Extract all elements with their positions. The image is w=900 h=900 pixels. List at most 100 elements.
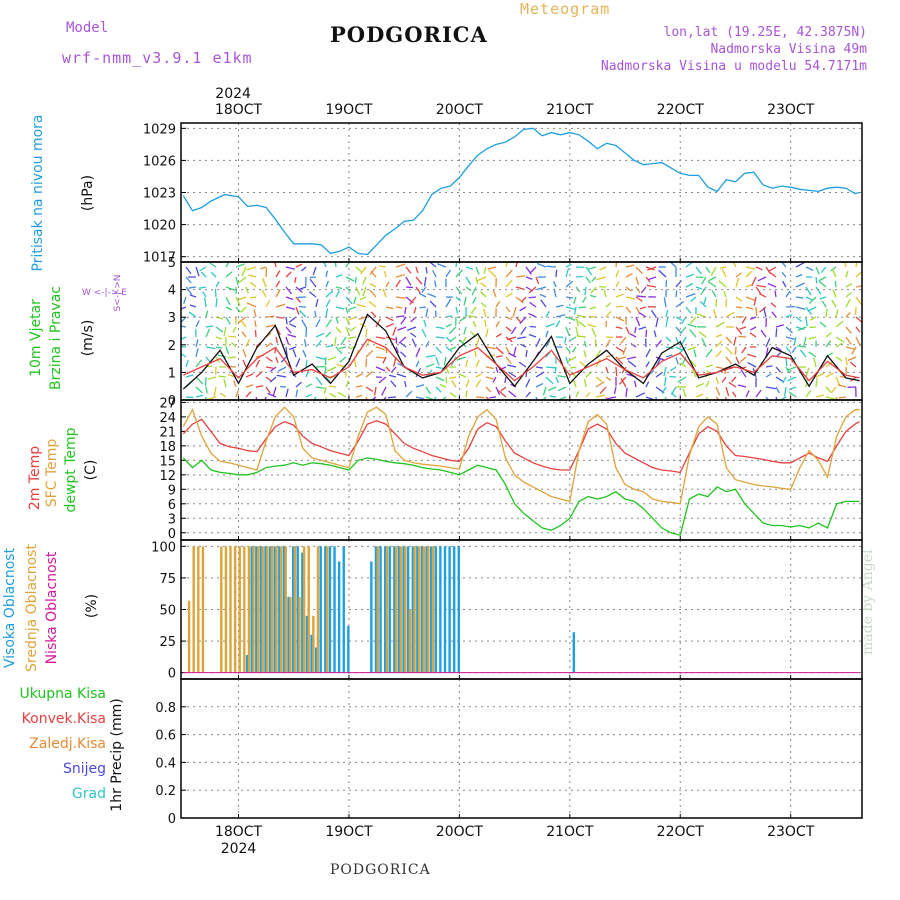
y-tick-label: 1023 — [143, 187, 176, 202]
series-bar — [264, 546, 267, 673]
wind-arrow — [285, 336, 290, 345]
wind-arrow — [423, 276, 427, 287]
wind-arrow — [458, 373, 467, 378]
wind-arrow — [369, 266, 377, 276]
wind-arrow — [425, 308, 429, 318]
y-tick-label: 0.4 — [155, 756, 176, 771]
wind-arrow — [404, 306, 407, 314]
wind-arrow — [415, 396, 424, 400]
wind-arrow — [480, 282, 487, 288]
wind-arrow — [615, 356, 624, 365]
series-bar — [443, 546, 447, 673]
wind-arrow — [410, 316, 417, 323]
wind-arrow — [725, 336, 733, 344]
wind-arrow — [775, 386, 780, 394]
wind-arrow — [665, 317, 669, 328]
wind-arrow — [395, 263, 406, 268]
wind-arrow — [635, 392, 646, 398]
wind-arrow — [707, 280, 717, 288]
wind-arrow — [265, 376, 272, 382]
wind-arrow — [264, 396, 267, 400]
wind-arrow — [435, 326, 445, 330]
wind-arrow — [664, 396, 667, 400]
wind-arrow — [835, 336, 845, 343]
wind-arrow — [755, 266, 763, 271]
wind-arrow — [506, 336, 517, 341]
wind-arrow — [203, 297, 207, 308]
wind-arrow — [355, 266, 362, 273]
wind-arrow — [769, 272, 777, 278]
wind-arrow — [645, 396, 654, 400]
wind-arrow — [815, 394, 824, 398]
wind-arrow — [185, 276, 192, 284]
wind-arrow — [228, 356, 237, 359]
wind-arrow — [715, 321, 725, 328]
wind-arrow — [573, 306, 577, 315]
wind-arrow — [254, 329, 257, 338]
wind-arrow — [235, 276, 239, 286]
wind-arrow — [545, 376, 554, 385]
wind-arrow — [751, 276, 757, 286]
wind-arrow — [338, 346, 347, 350]
wind-arrow — [585, 276, 591, 284]
wind-arrow — [495, 355, 503, 358]
y-tick-label: 1017 — [143, 251, 176, 266]
series-bar — [342, 546, 345, 673]
wind-arrow — [475, 359, 480, 368]
wind-arrow — [215, 336, 223, 340]
wind-arrow — [535, 366, 543, 369]
wind-arrow — [217, 354, 227, 358]
series-bar — [282, 546, 286, 673]
wind-arrow — [757, 276, 767, 282]
wind-arrow — [737, 384, 747, 388]
series-bar — [197, 546, 200, 673]
wind-arrow — [815, 266, 820, 275]
wind-arrow — [480, 302, 487, 308]
wind-arrow — [409, 296, 417, 305]
wind-arrow — [241, 331, 247, 338]
wind-arrow — [555, 320, 561, 328]
wind-arrow — [315, 298, 319, 308]
wind-arrow — [565, 296, 573, 299]
wind-arrow — [208, 376, 217, 380]
wind-arrow — [782, 376, 787, 384]
wind-arrow — [705, 396, 710, 400]
wind-arrow — [302, 349, 307, 358]
wind-arrow — [710, 266, 717, 276]
wind-arrow — [315, 386, 325, 389]
wind-arrow — [813, 357, 817, 368]
series-bar — [266, 546, 269, 673]
wind-arrow — [379, 265, 387, 268]
wind-arrow — [565, 326, 571, 337]
wind-arrow — [181, 345, 187, 348]
wind-arrow — [847, 356, 857, 361]
wind-arrow — [520, 326, 527, 335]
series-bar — [247, 546, 251, 673]
wind-arrow — [265, 300, 271, 308]
precip-grad-label: Grad — [71, 786, 106, 802]
model-name: wrf-nmm_v3.9.1 e1km — [62, 49, 253, 67]
wind-arrow — [245, 391, 252, 398]
wind-arrow — [295, 263, 303, 268]
wind-arrow — [535, 382, 544, 388]
wind-arrow — [285, 388, 289, 398]
wind-arrow — [233, 380, 237, 388]
wind-arrow — [355, 373, 364, 378]
wind-arrow — [375, 336, 386, 340]
wind-arrow — [845, 326, 852, 334]
wind-arrow — [345, 296, 353, 305]
wind-arrow — [753, 296, 757, 306]
wind-arrow — [595, 381, 605, 388]
wind-arrow — [808, 336, 817, 340]
wind-arrow — [392, 326, 397, 336]
wind-arrow — [265, 324, 275, 328]
wind-arrow — [795, 273, 803, 278]
wind-arrow — [783, 386, 787, 397]
y-tick-label: 0.2 — [155, 784, 176, 799]
wind-arrow — [633, 380, 637, 388]
footer-title: PODGORICA — [330, 862, 431, 878]
y-tick-label: 2 — [168, 339, 176, 354]
wind-arrow — [779, 396, 787, 400]
wind-arrow — [685, 282, 694, 288]
wind-arrow — [274, 262, 277, 268]
